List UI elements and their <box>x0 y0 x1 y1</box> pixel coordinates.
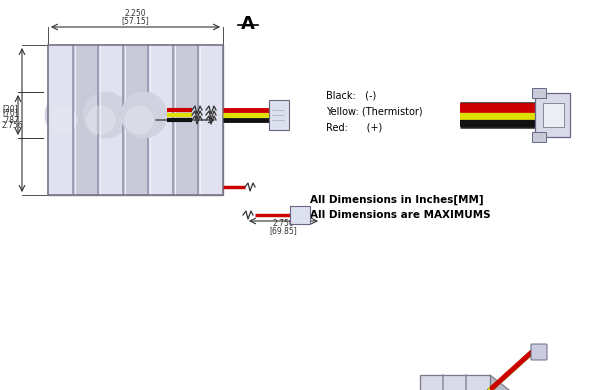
Text: All Dimensions in Inches[MM]: All Dimensions in Inches[MM] <box>310 195 484 205</box>
Polygon shape <box>490 375 518 390</box>
Bar <box>543 103 564 127</box>
Bar <box>73 45 98 195</box>
Bar <box>173 45 198 195</box>
Text: [70]: [70] <box>2 108 18 117</box>
Bar <box>535 93 570 137</box>
Text: 2.750: 2.750 <box>272 219 295 228</box>
Bar <box>148 45 173 195</box>
Text: Black:   (-): Black: (-) <box>326 90 376 100</box>
Text: 2.250: 2.250 <box>125 9 146 18</box>
Text: A: A <box>241 15 255 33</box>
Bar <box>98 45 123 195</box>
Text: [69.85]: [69.85] <box>269 226 298 235</box>
Bar <box>48 45 223 195</box>
Circle shape <box>49 106 77 134</box>
Bar <box>532 88 546 98</box>
Circle shape <box>83 92 129 138</box>
Circle shape <box>125 106 153 134</box>
Bar <box>420 375 490 390</box>
Bar <box>198 45 223 195</box>
Circle shape <box>121 92 167 138</box>
Circle shape <box>87 106 115 134</box>
Text: [57.15]: [57.15] <box>122 16 149 25</box>
Circle shape <box>45 92 91 138</box>
Bar <box>48 45 73 195</box>
Bar <box>48 45 223 195</box>
Bar <box>290 206 310 224</box>
Text: Yellow: (Thermistor): Yellow: (Thermistor) <box>326 106 422 116</box>
FancyBboxPatch shape <box>531 344 547 360</box>
Bar <box>123 45 148 195</box>
Text: 2.756: 2.756 <box>2 121 24 130</box>
FancyBboxPatch shape <box>269 100 289 130</box>
Text: [20]
.787: [20] .787 <box>2 105 19 126</box>
Text: Red:      (+): Red: (+) <box>326 122 382 132</box>
Text: All Dimensions are MAXIMUMS: All Dimensions are MAXIMUMS <box>310 210 491 220</box>
Bar <box>532 132 546 142</box>
